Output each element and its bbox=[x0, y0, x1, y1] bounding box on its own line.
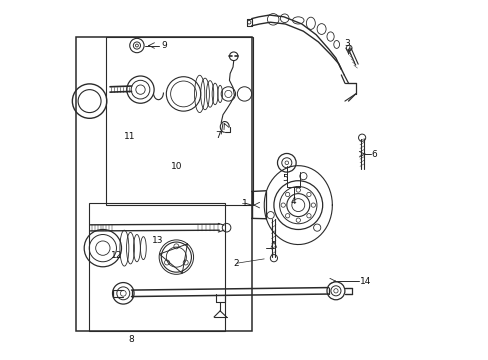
Text: 11: 11 bbox=[123, 132, 135, 141]
Text: 3: 3 bbox=[343, 39, 349, 48]
Text: 2: 2 bbox=[233, 259, 238, 268]
Bar bbox=[76, 37, 251, 330]
Text: 6: 6 bbox=[371, 150, 377, 159]
Bar bbox=[88, 203, 224, 330]
Bar bbox=[106, 37, 253, 205]
Text: 13: 13 bbox=[152, 237, 163, 246]
Text: 7: 7 bbox=[215, 131, 221, 140]
Text: 4: 4 bbox=[290, 197, 296, 206]
Text: 12: 12 bbox=[111, 251, 122, 260]
Text: 10: 10 bbox=[171, 162, 182, 171]
Text: 14: 14 bbox=[360, 276, 371, 285]
Text: 1: 1 bbox=[241, 199, 247, 208]
Text: 8: 8 bbox=[128, 335, 134, 344]
Text: 9: 9 bbox=[161, 41, 167, 50]
Text: 5: 5 bbox=[282, 175, 287, 184]
